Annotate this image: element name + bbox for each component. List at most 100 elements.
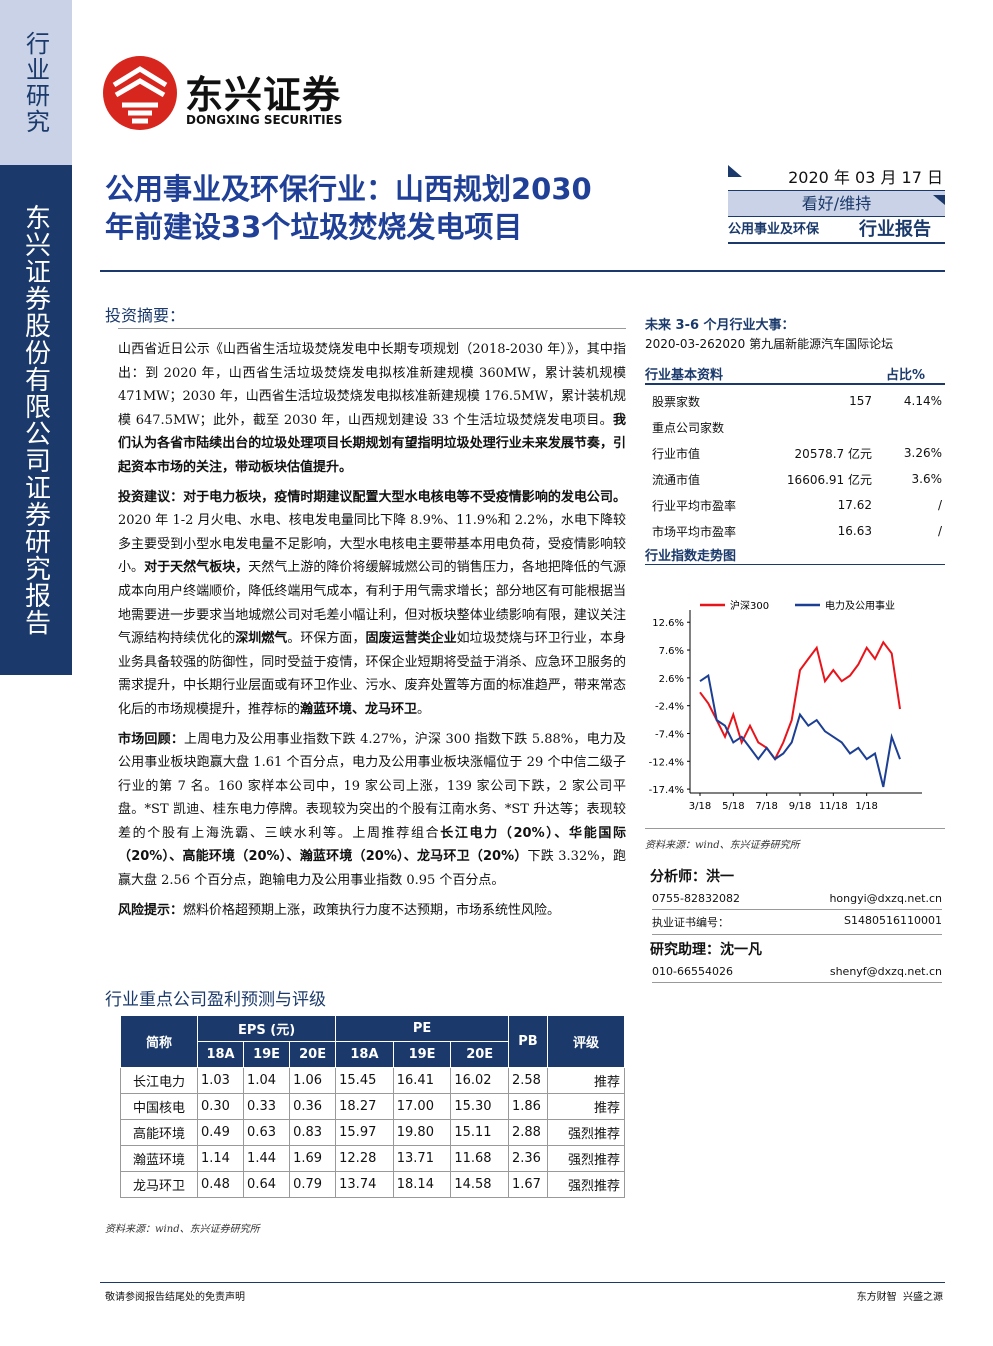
text: 燃料价格超预期上涨，政策执行力度不达预期，市场系统性风险。 xyxy=(183,902,561,918)
cell: 20578.7 亿元 xyxy=(772,440,872,466)
cell: 17.00 xyxy=(392,1093,452,1120)
cell: 推荐 xyxy=(547,1067,625,1094)
cell: 行业市值 xyxy=(652,440,772,466)
event: 2020-03-262020 第九届新能源汽车国际论坛 xyxy=(645,337,894,351)
row: 中国核电 0.30 0.33 0.36 18.27 17.00 15.30 1.86 推荐 xyxy=(120,1093,625,1120)
forecast-heading: 行业重点公司盈利预测与评级 xyxy=(105,990,326,1010)
basics-column: 占比% xyxy=(885,368,925,383)
basics-heading: 行业基本资料 xyxy=(645,368,724,383)
cell: 13.74 xyxy=(335,1171,394,1198)
events-list: 2020-03-262020 第九届新能源汽车国际论坛 xyxy=(645,335,893,352)
y-tick-label: 7.6% xyxy=(659,646,684,657)
x-tick-label: 1/18 xyxy=(855,801,877,812)
cell: 强烈推荐 xyxy=(547,1145,625,1172)
y-tick-label: -17.4% xyxy=(649,785,684,796)
header-cell: PB xyxy=(508,1015,548,1068)
sidebar-bottom: 东兴证券股份有限公司证券研究报告 xyxy=(0,165,72,675)
y-tick-label: 2.6% xyxy=(659,674,684,685)
logo-english: DONGXING SECURITIES xyxy=(186,113,343,127)
legend-label: 沪深300 xyxy=(730,599,769,612)
title-line: 公用事业及环保行业：山西规划2030 xyxy=(105,172,592,206)
cell: 1.67 xyxy=(508,1171,548,1198)
footer-right: 东方财智 兴盛之源 xyxy=(856,1292,943,1303)
row: 龙马环卫 0.48 0.64 0.79 13.74 18.14 14.58 1.67 强烈推荐 xyxy=(120,1171,625,1198)
cell-text: 3.26% xyxy=(903,446,942,460)
forecast-table: 简称 EPS (元) PE PB 评级 18A 19E 20E 18A 19E 20E 长江电力 1.0… xyxy=(120,1015,625,1198)
cell: 1.04 xyxy=(243,1067,291,1094)
contact-row: 010-66554026 shenyf@dxzq.net.cn xyxy=(652,965,942,983)
chart-heading: 行业指数走势图 xyxy=(645,549,737,564)
header-cell: EPS (元) xyxy=(196,1015,337,1042)
cell-text: 行业平均市盈率 xyxy=(652,498,737,513)
cell: 0.33 xyxy=(243,1093,291,1120)
bold-text: 市场回顾： xyxy=(118,731,185,747)
cell: 4.14% xyxy=(872,388,942,414)
events-heading: 未来 3-6 个月行业大事： xyxy=(645,318,795,333)
header-cell: 评级 xyxy=(547,1015,625,1068)
legend-label: 电力及公用事业 xyxy=(825,599,895,612)
bold-text: 瀚蓝环境、龙马环卫 xyxy=(300,701,418,717)
sidebar-top: 行业研究 xyxy=(0,0,72,165)
cell: 0.79 xyxy=(289,1171,337,1198)
cell-text: 16.63 xyxy=(837,524,872,538)
header-cell: PE xyxy=(335,1015,509,1042)
cell-text: 股票家数 xyxy=(652,394,701,409)
cell: 股票家数 xyxy=(652,388,772,414)
cell-text: 流通市值 xyxy=(652,472,701,487)
bold-text: 长江电力（20%）、华能国际（20%）、高能环境（20%）、瀚蓝环境（20%）、… xyxy=(118,825,626,865)
y-tick-label: 12.6% xyxy=(652,618,684,629)
cell-text: 16606.91 亿元 xyxy=(786,472,872,487)
row: 长江电力 1.03 1.04 1.06 15.45 16.41 16.02 2.58 推荐 xyxy=(120,1067,625,1094)
cell-text: 3.6% xyxy=(911,472,943,486)
y-tick-label: -2.4% xyxy=(655,702,684,713)
cell: 长江电力 xyxy=(120,1067,198,1094)
cell: 行业平均市盈率 xyxy=(652,492,772,518)
bold-text: 我们认为各省市陆续出台的垃圾处理项目长期规划有望指明垃圾处理行业未来发展节奏，引… xyxy=(118,412,626,475)
cell: 157 xyxy=(772,388,872,414)
header-deco xyxy=(728,165,945,205)
bold-text: 固废运营类企业 xyxy=(365,631,457,647)
cell: 17.62 xyxy=(772,492,872,518)
text: 。 xyxy=(417,701,431,717)
cell: 0.64 xyxy=(243,1171,291,1198)
cert-row: 执业证书编号： S1480516110001 xyxy=(652,914,942,935)
paragraph: 市场回顾：上周电力及公用事业指数下跌 4.27%，沪深 300 指数下跌 5.8… xyxy=(118,728,626,893)
header-cell: 19E xyxy=(243,1041,291,1068)
cell-text: / xyxy=(937,524,942,538)
row: 流通市值 16606.91 亿元 3.6% xyxy=(652,466,942,492)
cell: / xyxy=(872,518,942,544)
cell-text: / xyxy=(937,498,942,512)
cell: 1.06 xyxy=(289,1067,337,1094)
cell-text: 17.62 xyxy=(837,498,872,512)
logo-mark xyxy=(103,56,177,130)
summary-heading: 投资摘要： xyxy=(105,306,186,325)
row: 重点公司家数 xyxy=(652,414,942,440)
report-type: 行业报告 xyxy=(859,219,931,240)
text: 天然气上游的降价将缓解城燃公司的销售压力，各地把降低的气源成本向用户终端顺价，降… xyxy=(118,560,626,647)
row: 行业平均市盈率 17.62 / xyxy=(652,492,942,518)
text: 。环保方面， xyxy=(287,631,366,647)
paragraph: 投资建议：对于电力板块，疫情时期建议配置大型水电核电等不受疫情影响的发电公司。 2… xyxy=(118,486,626,722)
cell: 中国核电 xyxy=(120,1093,198,1120)
cell: / xyxy=(872,492,942,518)
cell: 12.28 xyxy=(335,1145,394,1172)
cell: 15.45 xyxy=(335,1067,394,1094)
cell-text: 重点公司家数 xyxy=(652,420,725,435)
cell: 1.03 xyxy=(196,1067,245,1094)
cell: 瀚蓝环境 xyxy=(120,1145,198,1172)
bold-text: 深圳燃气 xyxy=(235,631,288,647)
bold-text: 投资建议：对于电力板块，疫情时期建议配置大型水电核电等不受疫情影响的发电公司。 xyxy=(118,489,626,505)
row: 股票家数 157 4.14% xyxy=(652,388,942,414)
cell: 0.49 xyxy=(196,1119,245,1146)
header-box: 2020 年 03 月 17 日 看好/维持 公用事业及环保 行业报告 xyxy=(728,165,945,244)
analyst-role: 研究助理：沈一凡 xyxy=(650,942,762,958)
email: shenyf@dxzq.net.cn xyxy=(829,965,942,978)
cell: 16.02 xyxy=(450,1067,509,1094)
summary-body: 山西省近日公示《山西省生活垃圾焚烧发电中长期专项规划（2018-2030 年）》… xyxy=(118,338,626,928)
cell: 0.36 xyxy=(289,1093,337,1120)
paragraph: 风险提示：燃料价格超预期上涨，政策执行力度不达预期，市场系统性风险。 xyxy=(118,899,626,923)
footer-left: 敬请参阅报告结尾处的免责声明 xyxy=(105,1292,245,1303)
cell: 15.97 xyxy=(335,1119,394,1146)
cert-label: 执业证书编号： xyxy=(652,916,729,929)
cell: 18.27 xyxy=(335,1093,394,1120)
